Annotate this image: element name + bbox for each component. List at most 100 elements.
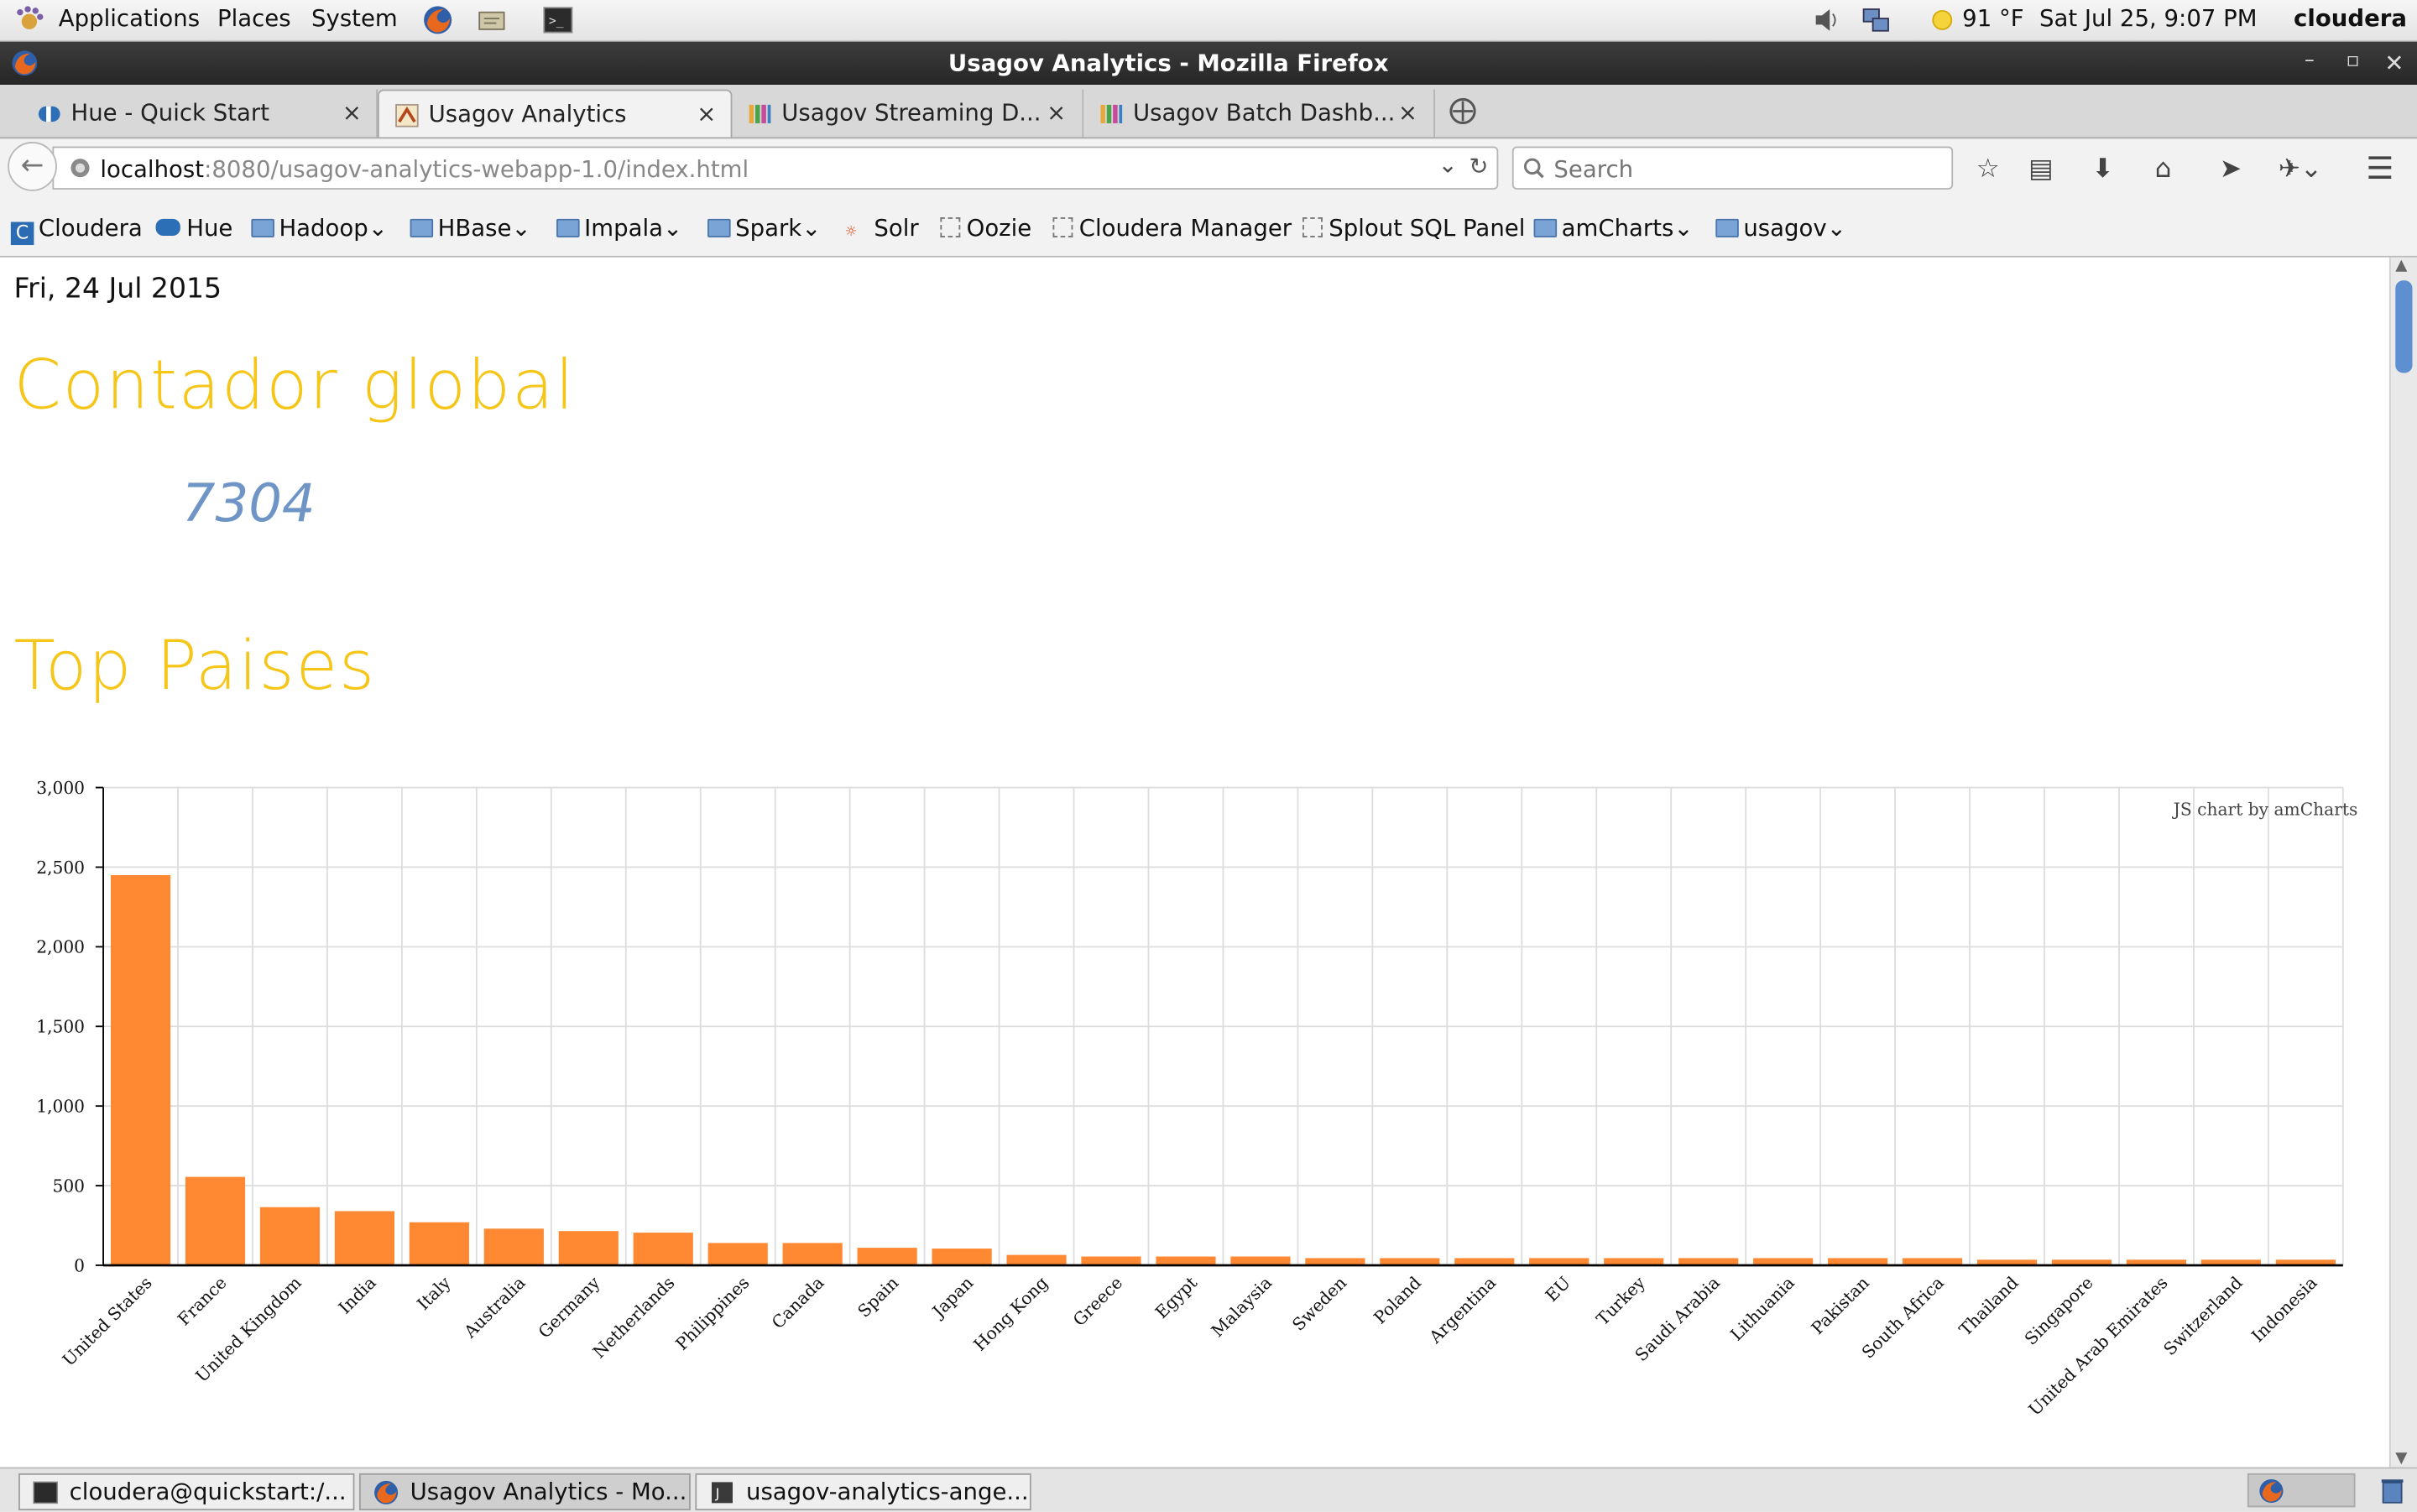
search-input[interactable] xyxy=(1550,152,1943,187)
search-box[interactable] xyxy=(1511,146,1954,190)
bookmarks-toolbar: C Cloudera Hue Hadoop⌄ HBase⌄ Impala⌄ Spa… xyxy=(0,200,2417,258)
tab-usagov-analytics[interactable]: Usagov Analytics × xyxy=(378,89,733,138)
bar-poland xyxy=(1380,1258,1440,1265)
bookmark-splout-sql-panel[interactable]: Splout SQL Panel xyxy=(1302,214,1525,242)
taskbar-terminal[interactable]: cloudera@quickstart:/... xyxy=(18,1473,355,1510)
workspace-switcher[interactable] xyxy=(2247,1473,2356,1508)
bar-hong-kong xyxy=(1006,1254,1067,1265)
bar-malaysia xyxy=(1230,1256,1291,1265)
chevron-down-icon: ⌄ xyxy=(801,214,822,242)
x-tick-label: Malaysia xyxy=(1208,1273,1276,1342)
amcharts-credit-link[interactable]: JS chart by amCharts xyxy=(2173,800,2358,821)
url-bar[interactable]: localhost:8080/usagov-analytics-webapp-1… xyxy=(52,146,1499,190)
gnome-foot-icon[interactable] xyxy=(14,5,45,36)
volume-icon[interactable] xyxy=(1811,5,1842,36)
home-icon[interactable]: ⌂ xyxy=(2154,154,2172,185)
scroll-down-arrow-icon[interactable]: ▼ xyxy=(2395,1450,2408,1468)
bookmark-cloudera[interactable]: C Cloudera xyxy=(10,214,143,246)
cloudera-logo-icon: C xyxy=(10,222,34,246)
tab-close-icon[interactable]: × xyxy=(697,100,717,128)
bookmark-cloudera-manager[interactable]: Cloudera Manager xyxy=(1052,214,1292,242)
task-label: usagov-analytics-ange... xyxy=(745,1478,1029,1506)
terminal-launcher-icon[interactable]: >_ xyxy=(543,5,574,36)
tab-close-icon[interactable]: × xyxy=(1047,98,1067,127)
tab-usagov-batch[interactable]: Usagov Batch Dashb... × xyxy=(1083,89,1435,138)
share-icon[interactable]: ➤ xyxy=(2219,154,2242,185)
bookmark-label: Impala xyxy=(584,214,663,242)
addon-icon[interactable]: ✈⌄ xyxy=(2278,154,2323,185)
bookmark-folder-usagov[interactable]: usagov⌄ xyxy=(1715,214,1846,242)
bookmark-folder-hbase[interactable]: HBase⌄ xyxy=(410,214,531,242)
bar-switzerland xyxy=(2200,1259,2261,1265)
downloads-icon[interactable]: ⬇ xyxy=(2091,154,2114,185)
back-button[interactable]: ← xyxy=(8,141,57,191)
menu-places[interactable]: Places xyxy=(217,4,291,33)
tab-label: Usagov Analytics xyxy=(428,100,627,128)
site-identity-icon[interactable] xyxy=(70,157,91,179)
close-window-icon[interactable]: ✕ xyxy=(2384,49,2404,77)
menu-hamburger-icon[interactable]: ☰ xyxy=(2366,149,2394,187)
tab-label: Usagov Batch Dashb... xyxy=(1133,98,1396,127)
x-tick-label: Poland xyxy=(1370,1273,1425,1328)
reload-icon[interactable]: ↻ xyxy=(1469,152,1489,180)
report-date: Fri, 24 Jul 2015 xyxy=(13,273,222,305)
bookmark-star-icon[interactable]: ☆ xyxy=(1976,154,2000,185)
taskbar-firefox[interactable]: Usagov Analytics - Mo... xyxy=(358,1473,691,1510)
bookmark-label: Spark xyxy=(735,214,802,242)
ide-icon: J xyxy=(712,1482,733,1504)
scrollbar-thumb[interactable] xyxy=(2395,280,2413,373)
x-tick-label: Hong Kong xyxy=(969,1273,1052,1355)
window-titlebar[interactable]: Usagov Analytics - Mozilla Firefox – ▫ ✕ xyxy=(0,41,2417,86)
firefox-launcher-icon[interactable] xyxy=(422,5,453,36)
taskbar-ide[interactable]: J usagov-analytics-ange... xyxy=(695,1473,1031,1510)
new-tab-icon[interactable]: ⨁ xyxy=(1449,94,1477,127)
bar-germany xyxy=(558,1231,619,1265)
x-tick-label: Lithuania xyxy=(1726,1273,1798,1345)
scroll-up-arrow-icon[interactable]: ▲ xyxy=(2395,257,2408,274)
top-countries-bar-chart: 0 500 1,000 1,500 2,000 2,500 3,000 United Stat… xyxy=(36,778,2344,1420)
bar-sweden xyxy=(1305,1258,1365,1265)
bar-pakistan xyxy=(1828,1258,1888,1265)
x-tick-label: Turkey xyxy=(1592,1272,1649,1329)
clock[interactable]: Sat Jul 25, 9:07 PM xyxy=(2039,4,2258,33)
menu-system[interactable]: System xyxy=(311,4,398,33)
bookmark-solr[interactable]: ☼ Solr xyxy=(845,214,919,247)
bar-singapore xyxy=(2051,1259,2112,1265)
bar-united-arab-emirates xyxy=(2126,1259,2187,1265)
bar-japan xyxy=(932,1249,992,1265)
page-scrollbar[interactable]: ▲ ▼ xyxy=(2388,257,2417,1468)
url-text[interactable]: localhost:8080/usagov-analytics-webapp-1… xyxy=(100,156,749,184)
x-tick-label: Pakistan xyxy=(1807,1273,1872,1338)
text-editor-launcher-icon[interactable] xyxy=(477,5,508,36)
trash-icon[interactable] xyxy=(2377,1475,2408,1506)
y-tick-label: 2,000 xyxy=(36,937,85,957)
x-tick-label: Philippines xyxy=(671,1273,753,1354)
user-name[interactable]: cloudera xyxy=(2294,4,2407,33)
network-icon[interactable] xyxy=(1861,5,1892,36)
tab-usagov-streaming[interactable]: Usagov Streaming D... × xyxy=(732,89,1084,138)
svg-text:J: J xyxy=(715,1486,720,1501)
bookmark-folder-impala[interactable]: Impala⌄ xyxy=(556,214,682,242)
maximize-icon[interactable]: ▫ xyxy=(2346,49,2360,73)
folder-icon xyxy=(1533,218,1558,237)
url-dropdown-icon[interactable]: ⌄ xyxy=(1438,151,1458,180)
navigation-toolbar: localhost:8080/usagov-analytics-webapp-1… xyxy=(0,138,2417,201)
bookmark-oozie[interactable]: Oozie xyxy=(940,214,1031,242)
bookmark-folder-hadoop[interactable]: Hadoop⌄ xyxy=(251,214,388,242)
weather-sun-icon xyxy=(1932,9,1953,30)
weather-temperature[interactable]: 91 °F xyxy=(1962,4,2024,33)
reading-list-icon[interactable]: ▤ xyxy=(2028,154,2054,185)
menu-applications[interactable]: Applications xyxy=(58,4,201,33)
bookmark-hue[interactable]: Hue xyxy=(155,214,232,242)
task-label: cloudera@quickstart:/... xyxy=(69,1478,347,1506)
search-icon xyxy=(1523,158,1544,179)
x-tick-label: Thailand xyxy=(1955,1273,2023,1340)
tab-close-icon[interactable]: × xyxy=(342,98,362,127)
x-tick-label: Indonesia xyxy=(2247,1273,2321,1347)
bookmark-folder-spark[interactable]: Spark⌄ xyxy=(707,214,821,242)
x-tick-label: Switzerland xyxy=(2159,1273,2247,1360)
tab-close-icon[interactable]: × xyxy=(1397,98,1418,127)
bookmark-folder-amcharts[interactable]: amCharts⌄ xyxy=(1533,214,1694,242)
minimize-icon[interactable]: – xyxy=(2304,49,2315,73)
tab-hue-quick-start[interactable]: Hue - Quick Start × xyxy=(22,89,378,138)
